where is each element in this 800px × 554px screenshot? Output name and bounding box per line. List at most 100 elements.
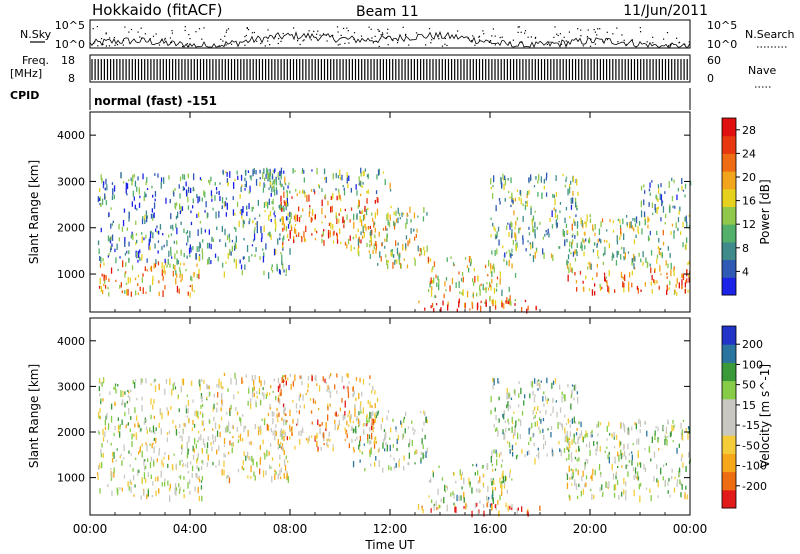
scatter-point-7 — [524, 299, 527, 303]
scatter-point-2 — [239, 259, 241, 264]
scatter-point-7 — [563, 448, 566, 453]
scatter-point-4 — [398, 458, 401, 461]
scatter-point-1 — [111, 458, 114, 463]
scatter-point-4 — [259, 181, 261, 187]
scatter-point-1 — [110, 442, 112, 446]
scatter-point-3 — [299, 393, 302, 398]
scatter-point-4 — [271, 187, 273, 193]
scatter-point-1 — [114, 383, 117, 386]
noise-search-point — [105, 32, 107, 34]
scatter-point-1 — [156, 230, 158, 234]
scatter-point-3 — [320, 446, 322, 451]
scatter-point-2 — [250, 476, 252, 479]
scatter-point-9 — [656, 280, 658, 284]
scatter-point-2 — [266, 392, 268, 397]
scatter-point-9 — [681, 453, 683, 458]
noise-search-point — [186, 43, 188, 45]
scatter-point-1 — [101, 177, 103, 184]
scatter-point-3 — [359, 405, 362, 411]
scatter-point-0 — [141, 277, 143, 283]
scatter-point-10 — [638, 221, 641, 226]
scatter-point-5 — [372, 249, 374, 254]
scatter-point-0 — [167, 480, 169, 486]
scatter-point-10 — [571, 242, 573, 245]
scatter-point-1 — [131, 231, 133, 237]
scatter-point-10 — [633, 239, 636, 245]
scatter-point-11 — [674, 205, 676, 209]
scatter-point-2 — [244, 177, 246, 182]
scatter-point-7 — [533, 407, 536, 411]
scatter-point-3 — [337, 424, 339, 430]
scatter-point-5 — [446, 504, 448, 512]
scatter-point-1 — [197, 411, 199, 418]
scatter-point-1 — [170, 251, 172, 256]
scatter-point-0 — [162, 270, 164, 274]
scatter-point-1 — [179, 423, 181, 428]
scatter-point-11 — [656, 195, 658, 201]
scatter-point-10 — [662, 229, 664, 236]
scatter-point-9 — [596, 272, 598, 277]
scatter-point-10 — [632, 218, 634, 221]
scatter-point-6 — [461, 291, 463, 295]
velocity-colorbar-tick-label: -15 — [742, 419, 760, 432]
scatter-point-3 — [350, 244, 352, 252]
scatter-point-6 — [433, 505, 435, 511]
scatter-point-8 — [551, 224, 554, 229]
scatter-point-11 — [684, 183, 687, 189]
noise-search-point — [606, 39, 609, 41]
scatter-point-8 — [625, 494, 627, 501]
scatter-point-11 — [668, 206, 671, 213]
scatter-point-3 — [289, 373, 291, 377]
scatter-point-9 — [566, 458, 568, 461]
scatter-point-8 — [571, 476, 573, 480]
scatter-point-1 — [208, 229, 210, 235]
noise-search-point — [594, 31, 596, 33]
scatter-point-4 — [403, 455, 405, 461]
scatter-point-0 — [179, 267, 181, 272]
scatter-point-7 — [498, 396, 500, 401]
scatter-point-9 — [596, 441, 599, 448]
scatter-point-2 — [280, 446, 283, 450]
scatter-point-0 — [124, 272, 126, 278]
scatter-point-1 — [189, 244, 191, 249]
scatter-point-1 — [136, 208, 138, 211]
scatter-point-3 — [282, 242, 284, 246]
scatter-point-5 — [384, 238, 386, 242]
scatter-point-10 — [585, 221, 587, 228]
scatter-point-3 — [328, 431, 330, 438]
scatter-point-6 — [421, 505, 423, 508]
scatter-point-10 — [622, 218, 624, 225]
scatter-point-0 — [174, 483, 177, 489]
scatter-point-0 — [158, 280, 160, 284]
noise-search-point — [244, 36, 246, 38]
scatter-point-3 — [309, 397, 312, 401]
scatter-point-10 — [658, 247, 660, 255]
scatter-point-7 — [537, 447, 539, 451]
noise-search-point — [396, 42, 399, 44]
scatter-point-8 — [519, 227, 521, 230]
y-tick-label: 3000 — [57, 380, 85, 393]
scatter-point-8 — [522, 215, 524, 222]
scatter-point-1 — [122, 181, 125, 184]
scatter-point-8 — [590, 488, 592, 492]
scatter-point-7 — [509, 449, 511, 454]
scatter-point-1 — [105, 415, 107, 420]
scatter-point-0 — [178, 483, 180, 488]
scatter-point-2 — [228, 477, 231, 484]
scatter-point-1 — [204, 229, 206, 233]
scatter-point-2 — [287, 224, 290, 229]
scatter-point-8 — [492, 185, 494, 188]
scatter-point-7 — [502, 432, 504, 435]
scatter-point-9 — [576, 287, 578, 292]
scatter-point-1 — [130, 416, 132, 420]
scatter-point-2 — [279, 270, 281, 275]
scatter-point-2 — [227, 388, 229, 393]
scatter-point-1 — [201, 395, 203, 403]
scatter-point-1 — [160, 177, 163, 182]
scatter-point-9 — [680, 456, 683, 462]
scatter-point-2 — [278, 205, 280, 209]
scatter-point-5 — [399, 217, 401, 220]
noise-search-point — [102, 43, 104, 45]
scatter-point-7 — [464, 302, 466, 308]
scatter-point-7 — [573, 433, 575, 440]
